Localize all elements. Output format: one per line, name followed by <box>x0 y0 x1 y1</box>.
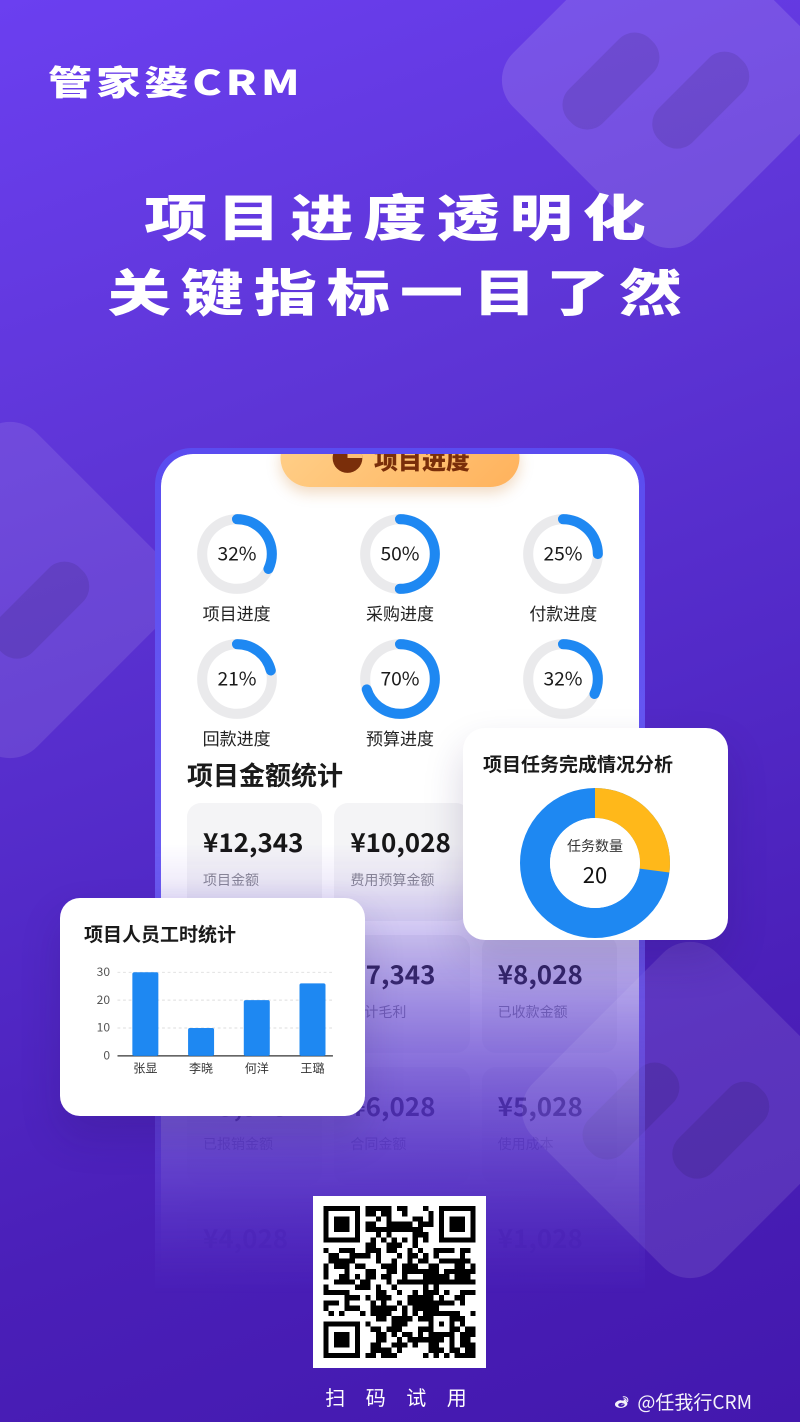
svg-text:30: 30 <box>97 963 111 980</box>
svg-text:32%: 32% <box>217 538 256 566</box>
svg-text:21%: 21% <box>217 663 256 691</box>
svg-text:20: 20 <box>97 991 111 1008</box>
svg-text:0: 0 <box>103 1047 110 1064</box>
svg-text:李晓: 李晓 <box>189 1060 213 1077</box>
svg-text:张显: 张显 <box>133 1060 157 1077</box>
svg-text:25%: 25% <box>544 538 583 566</box>
svg-text:何洋: 何洋 <box>245 1060 269 1077</box>
svg-text:10: 10 <box>97 1019 111 1036</box>
svg-text:王璐: 王璐 <box>300 1060 324 1077</box>
svg-text:70%: 70% <box>380 663 419 691</box>
svg-text:32%: 32% <box>544 663 583 691</box>
svg-text:50%: 50% <box>380 538 419 566</box>
